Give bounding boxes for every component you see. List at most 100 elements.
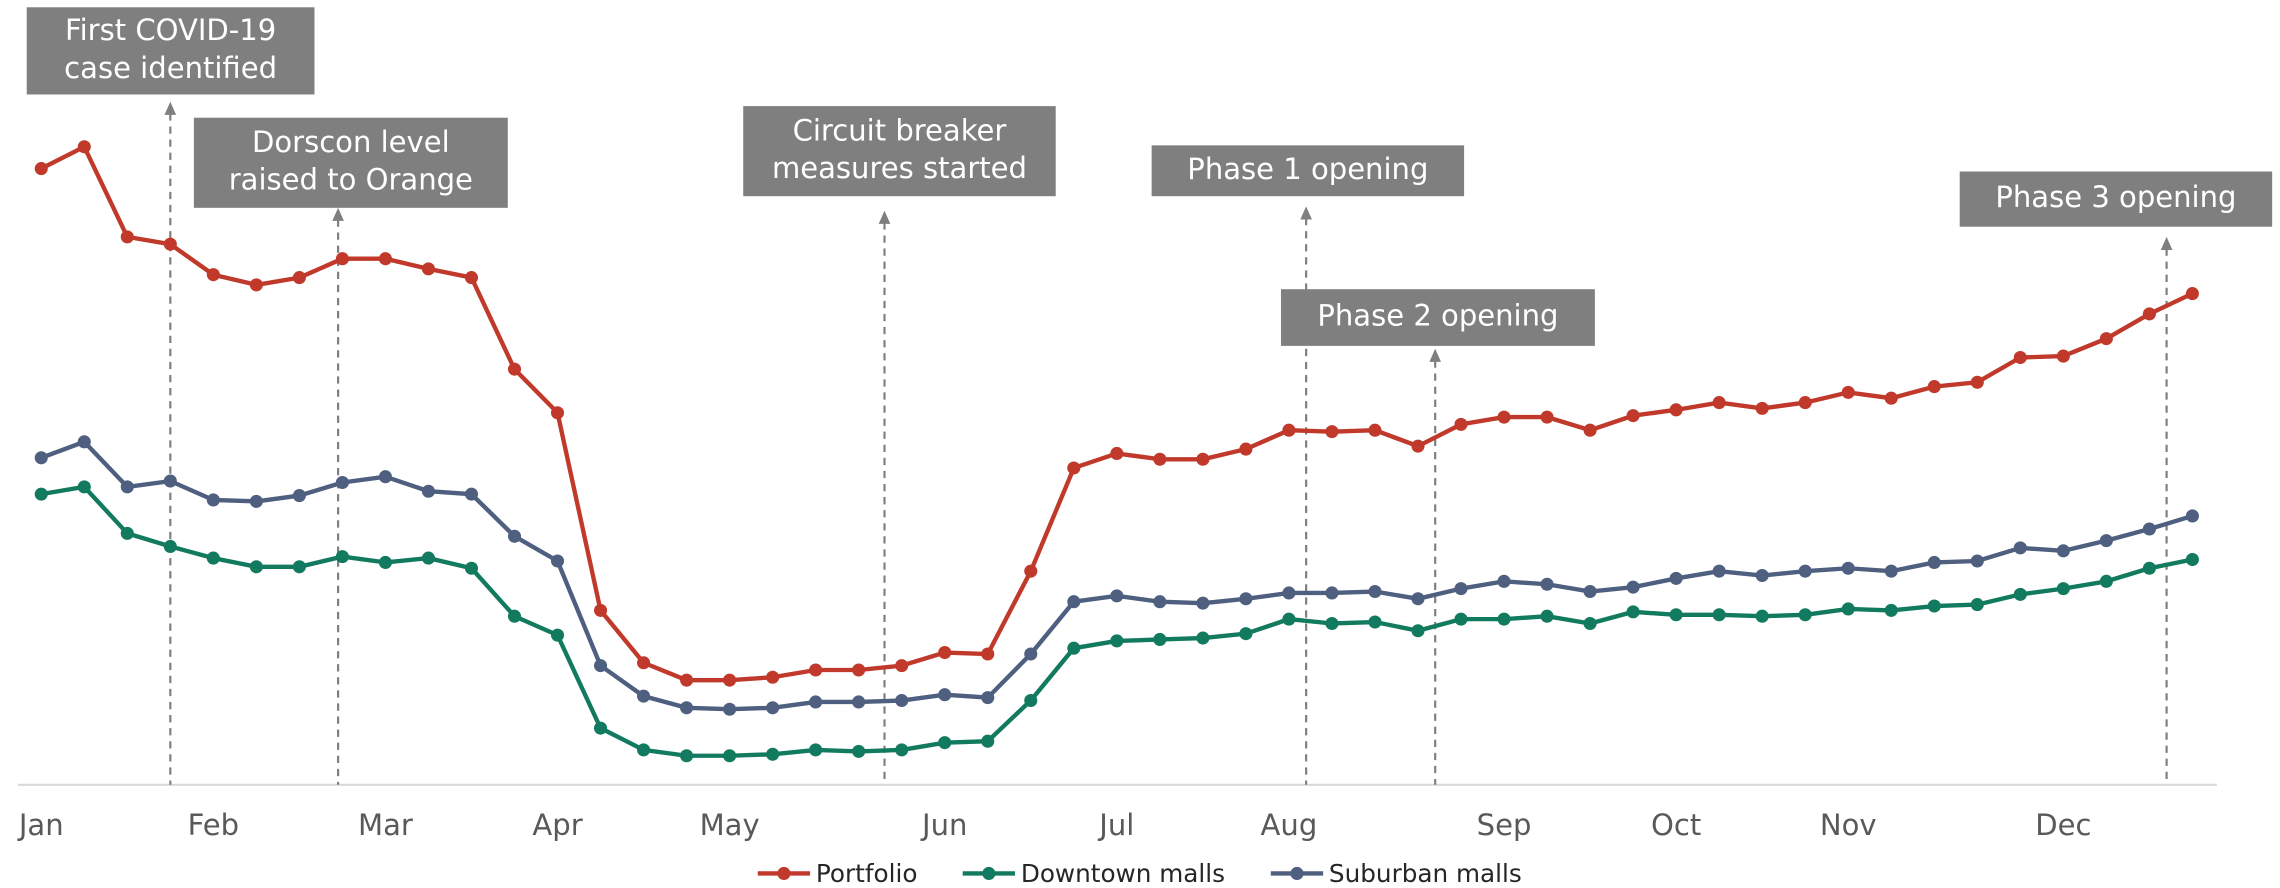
point — [852, 663, 866, 677]
point — [292, 560, 306, 574]
point — [723, 702, 737, 716]
point — [77, 435, 91, 449]
annotation-text: measures started — [772, 151, 1027, 185]
point — [550, 628, 565, 642]
point — [120, 230, 134, 244]
point — [292, 271, 306, 285]
point — [1755, 609, 1769, 623]
x-tick-label: Jun — [920, 808, 967, 842]
point — [2142, 561, 2156, 575]
point — [895, 659, 909, 673]
point — [938, 646, 952, 660]
point — [1497, 612, 1511, 626]
point — [2056, 582, 2070, 596]
arrow-head — [1300, 206, 1312, 220]
point — [1927, 599, 1941, 613]
point — [1712, 608, 1726, 622]
arrow-head — [878, 210, 891, 224]
point — [1196, 596, 1210, 610]
point — [680, 749, 694, 763]
point — [2142, 307, 2156, 321]
x-tick-label: Dec — [2035, 808, 2091, 842]
point — [637, 656, 651, 670]
point — [206, 551, 220, 565]
arrow-head — [164, 101, 177, 115]
annotation-text: Phase 1 opening — [1187, 152, 1428, 186]
point — [1196, 452, 1210, 466]
annotation-box — [1280, 289, 1595, 346]
point — [120, 480, 134, 494]
legend-dot — [777, 866, 791, 881]
point — [1583, 584, 1597, 599]
point — [1497, 574, 1511, 588]
point — [507, 362, 522, 376]
point — [809, 695, 823, 709]
point — [1153, 595, 1167, 609]
point — [1884, 564, 1898, 578]
point — [378, 470, 392, 484]
point — [2013, 587, 2027, 601]
point — [1755, 401, 1769, 415]
point — [292, 489, 306, 503]
point — [2099, 574, 2113, 588]
x-tick-label: Feb — [188, 808, 239, 842]
point — [34, 451, 48, 465]
point — [2185, 553, 2199, 567]
point — [895, 743, 909, 757]
point — [1239, 442, 1253, 456]
point — [1927, 555, 1941, 569]
point — [464, 561, 479, 575]
point — [1411, 439, 1425, 453]
point — [550, 554, 565, 568]
point — [680, 673, 694, 687]
point — [723, 749, 737, 763]
annotation-text: case identified — [64, 51, 277, 85]
point — [680, 701, 694, 715]
point — [550, 406, 565, 420]
point — [1024, 693, 1038, 708]
point — [981, 734, 995, 748]
point — [1841, 385, 1855, 399]
point — [852, 695, 866, 709]
point — [766, 670, 780, 684]
arrow-head — [2160, 236, 2173, 250]
legend-label: Suburban malls — [1329, 859, 1522, 888]
point — [594, 603, 608, 617]
legend-dot — [982, 866, 996, 881]
point — [1540, 410, 1554, 424]
point — [895, 693, 909, 708]
point — [1884, 391, 1898, 405]
point — [1540, 609, 1554, 623]
point — [1411, 592, 1425, 606]
point — [1583, 423, 1597, 437]
point — [1110, 634, 1124, 648]
point — [2056, 349, 2070, 363]
point — [249, 494, 263, 508]
point — [2013, 350, 2027, 365]
point — [2099, 332, 2113, 346]
point — [2013, 541, 2027, 555]
point — [1110, 446, 1124, 460]
point — [1282, 586, 1296, 600]
point — [464, 271, 479, 285]
arrow-head — [332, 207, 344, 221]
point — [77, 480, 91, 494]
point — [206, 493, 220, 507]
annotation-text: First COVID-19 — [65, 13, 276, 47]
point — [981, 647, 995, 661]
point — [120, 526, 134, 540]
point — [507, 529, 522, 543]
point — [1024, 564, 1038, 578]
point — [249, 278, 263, 292]
point — [2185, 509, 2199, 523]
annotation-box — [26, 7, 315, 95]
point — [206, 268, 220, 282]
point — [1110, 589, 1124, 603]
point — [1239, 627, 1253, 641]
point — [938, 736, 952, 750]
point — [1970, 554, 1984, 568]
point — [1196, 631, 1210, 645]
x-tick-label: Apr — [532, 808, 582, 842]
point — [1454, 582, 1468, 596]
point — [1669, 403, 1683, 417]
